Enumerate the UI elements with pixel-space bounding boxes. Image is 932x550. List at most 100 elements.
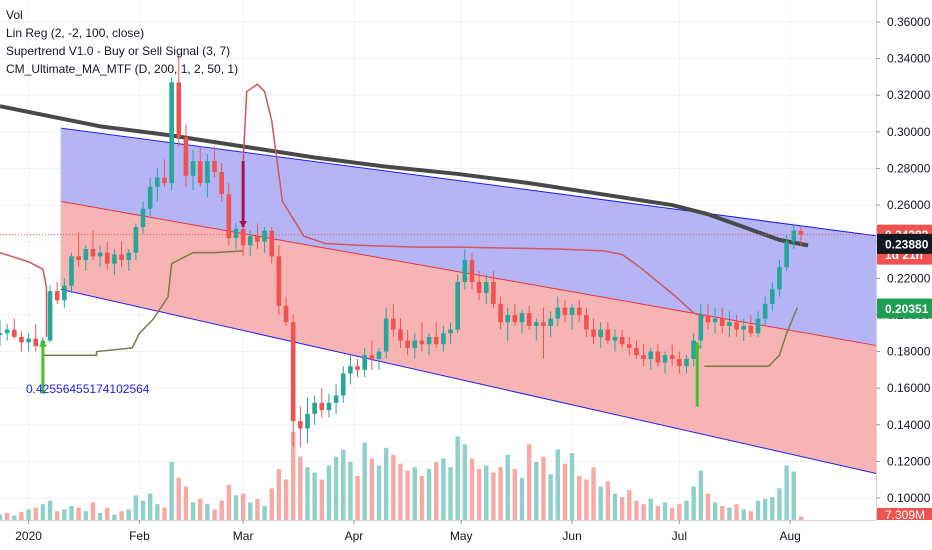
candle[interactable] <box>305 397 310 444</box>
candle[interactable] <box>391 303 396 337</box>
candle[interactable] <box>498 296 503 330</box>
candle[interactable] <box>219 162 224 202</box>
candle[interactable] <box>698 303 704 348</box>
candle[interactable] <box>762 296 768 326</box>
candle[interactable] <box>76 232 81 268</box>
candle[interactable] <box>619 329 625 348</box>
candle[interactable] <box>126 249 132 271</box>
candle[interactable] <box>634 340 639 359</box>
candle[interactable] <box>83 245 89 271</box>
candle[interactable] <box>684 355 689 374</box>
candle[interactable] <box>727 311 732 337</box>
candle[interactable] <box>534 318 539 341</box>
candle[interactable] <box>555 296 561 326</box>
candle[interactable] <box>734 314 739 337</box>
candle[interactable] <box>584 307 589 337</box>
candle[interactable] <box>54 281 60 304</box>
candle[interactable] <box>197 146 203 187</box>
candle[interactable] <box>784 234 789 271</box>
candle[interactable] <box>190 150 196 191</box>
candle[interactable] <box>562 300 568 323</box>
candle[interactable] <box>12 318 17 339</box>
candle[interactable] <box>798 227 804 246</box>
candle[interactable] <box>455 274 460 334</box>
candle[interactable] <box>26 333 31 352</box>
candle[interactable] <box>33 324 39 352</box>
candle[interactable] <box>569 303 575 330</box>
legend-lin-reg[interactable]: Lin Reg (2, -2, 100, close) <box>6 26 145 40</box>
candle[interactable] <box>319 388 325 418</box>
time-axis[interactable]: 2020 Feb Mar Apr May Jun Jul Aug <box>0 520 932 550</box>
candle[interactable] <box>770 281 775 312</box>
candle[interactable] <box>4 324 10 341</box>
candle[interactable] <box>412 333 418 359</box>
candle[interactable] <box>269 227 275 264</box>
candle[interactable] <box>119 241 124 268</box>
candle[interactable] <box>255 223 260 250</box>
candle[interactable] <box>612 329 618 352</box>
candle[interactable] <box>205 153 210 198</box>
candle[interactable] <box>326 393 332 418</box>
candle[interactable] <box>655 344 661 367</box>
candle[interactable] <box>312 395 317 425</box>
candle[interactable] <box>290 314 296 447</box>
candle[interactable] <box>276 245 282 315</box>
candle[interactable] <box>104 241 110 270</box>
candle[interactable] <box>448 322 453 345</box>
candle[interactable] <box>433 322 439 348</box>
price-axis[interactable]: 0.100000.120000.140000.160000.180000.200… <box>876 0 932 550</box>
legend-cm-ultimate-ma[interactable]: CM_Ultimate_MA_MTF (D, 200, 1, 2, 50, 1) <box>6 62 239 76</box>
candle[interactable] <box>505 307 511 341</box>
candle[interactable] <box>298 406 303 447</box>
candle[interactable] <box>491 270 496 308</box>
price-badge[interactable]: 0.20351 <box>877 298 932 319</box>
candle[interactable] <box>376 347 382 370</box>
candle[interactable] <box>62 278 67 308</box>
candle[interactable] <box>340 366 346 403</box>
candle[interactable] <box>69 252 74 293</box>
candlesticks[interactable] <box>0 54 804 447</box>
candle[interactable] <box>212 146 217 178</box>
candle[interactable] <box>348 355 353 385</box>
price-badge[interactable]: 0.23880 <box>877 233 932 254</box>
candle[interactable] <box>576 300 582 323</box>
candle[interactable] <box>777 260 782 297</box>
candle[interactable] <box>741 318 747 341</box>
candle[interactable] <box>183 124 189 187</box>
candle[interactable] <box>648 347 654 370</box>
candle[interactable] <box>677 351 682 374</box>
candle[interactable] <box>333 384 339 414</box>
candle[interactable] <box>398 318 403 348</box>
candle[interactable] <box>705 303 711 330</box>
candle[interactable] <box>483 274 489 304</box>
candle[interactable] <box>441 325 446 352</box>
candle[interactable] <box>362 347 368 378</box>
candle[interactable] <box>133 223 139 260</box>
candle[interactable] <box>112 249 117 275</box>
candle[interactable] <box>426 333 432 356</box>
candle[interactable] <box>462 249 468 290</box>
candle[interactable] <box>541 307 546 359</box>
candle[interactable] <box>641 344 646 367</box>
candle[interactable] <box>519 309 525 334</box>
candle[interactable] <box>140 201 146 235</box>
candle[interactable] <box>669 344 675 367</box>
candle[interactable] <box>605 322 611 345</box>
candle[interactable] <box>719 307 725 334</box>
candle[interactable] <box>155 168 160 202</box>
candle[interactable] <box>247 230 253 257</box>
candle[interactable] <box>0 320 3 347</box>
candle[interactable] <box>405 329 410 356</box>
candle[interactable] <box>548 311 553 337</box>
candle[interactable] <box>626 336 632 356</box>
candle[interactable] <box>476 270 482 301</box>
candle[interactable] <box>262 227 267 253</box>
candle[interactable] <box>662 351 668 374</box>
candle[interactable] <box>598 322 603 348</box>
candle[interactable] <box>419 322 425 352</box>
candle[interactable] <box>748 314 754 337</box>
candle[interactable] <box>147 177 153 217</box>
candle[interactable] <box>283 296 289 326</box>
candle[interactable] <box>691 333 696 367</box>
candle[interactable] <box>47 285 53 343</box>
